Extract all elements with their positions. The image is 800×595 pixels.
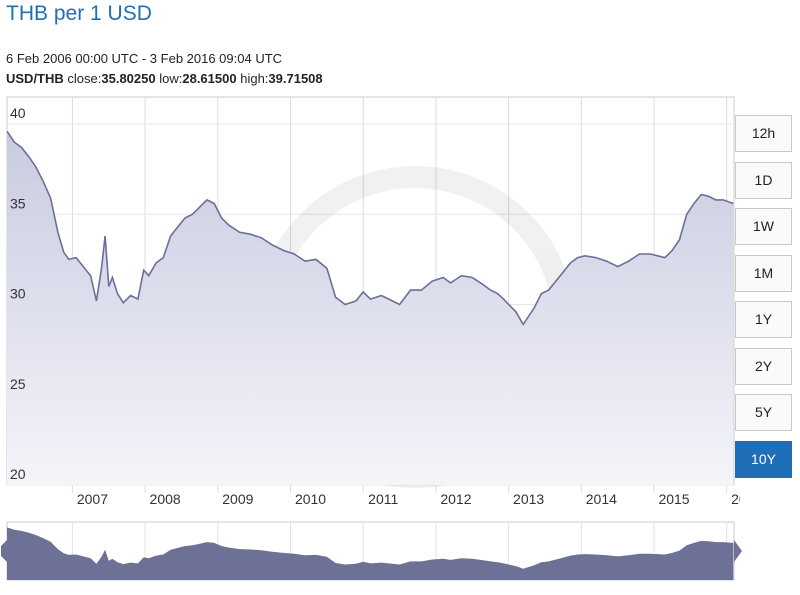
x-tick-label: 2015 [658, 491, 689, 507]
x-tick-label: 2010 [295, 491, 326, 507]
y-tick-label: 35 [10, 195, 26, 211]
y-axis: 20 25 30 35 40 [10, 105, 26, 482]
close-label: close: [67, 71, 102, 86]
range-button-2y[interactable]: 2Y [735, 347, 792, 385]
navigator-handle-left[interactable] [1, 540, 7, 562]
currency-pair: USD/THB [6, 71, 64, 86]
high-label: high: [240, 71, 269, 86]
high-value: 39.71508 [268, 71, 323, 86]
navigator[interactable] [0, 518, 750, 582]
range-button-1m[interactable]: 1M [735, 254, 792, 292]
y-tick-label: 25 [10, 376, 26, 392]
y-tick-label: 20 [10, 466, 26, 482]
date-range: 6 Feb 2006 00:00 UTC - 3 Feb 2016 09:04 … [6, 51, 283, 66]
page-title: THB per 1 USD [6, 2, 152, 25]
range-button-1d[interactable]: 1D [735, 161, 792, 199]
price-line [6, 130, 734, 326]
low-label: low: [159, 71, 183, 86]
navigator-area [7, 527, 734, 580]
x-tick-label: 2011 [368, 491, 398, 507]
x-tick-label: 2008 [150, 491, 181, 507]
price-stats: USD/THB close:35.80250 low:28.61500 high… [6, 71, 323, 86]
navigator-handle-right[interactable] [734, 540, 742, 562]
range-button-12h[interactable]: 12h [735, 115, 792, 152]
range-button-5y[interactable]: 5Y [735, 394, 792, 431]
range-button-1w[interactable]: 1W [735, 208, 792, 245]
price-area [7, 131, 734, 486]
x-tick-label: 2007 [77, 491, 108, 507]
range-button-10y[interactable]: 10Y [735, 440, 792, 478]
y-tick-label: 40 [10, 105, 26, 121]
low-value: 28.61500 [182, 71, 237, 86]
x-axis: 2007 2008 2009 2010 2011 2012 2013 2014 2015 2016 [77, 491, 740, 507]
close-value: 35.80250 [101, 71, 156, 86]
x-tick-label: 2009 [222, 491, 253, 507]
x-tick-label: 2013 [513, 491, 544, 507]
x-tick-label: 2014 [586, 491, 617, 507]
x-tick-label: 2012 [440, 491, 471, 507]
y-tick-label: 30 [10, 286, 26, 302]
x-tick-label: 2016 [731, 491, 740, 507]
range-button-1y[interactable]: 1Y [735, 301, 792, 338]
